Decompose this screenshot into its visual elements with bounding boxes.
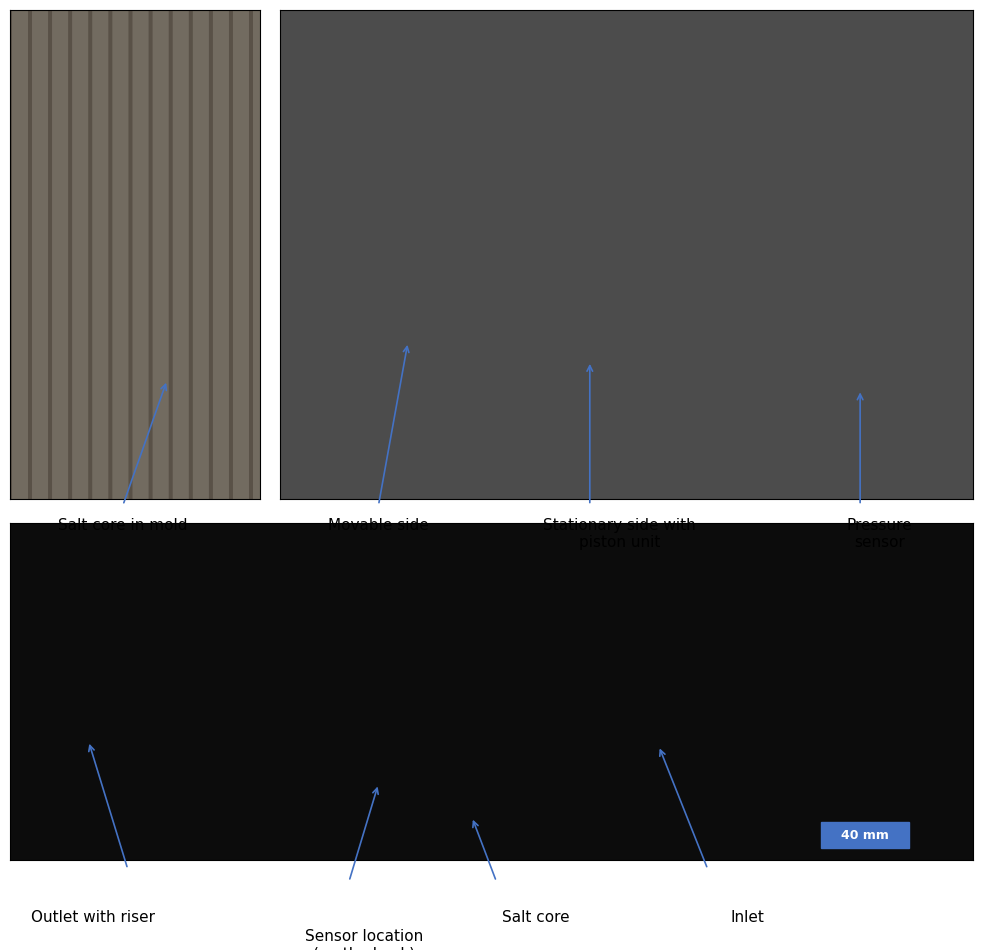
Text: Inlet: Inlet	[730, 910, 764, 925]
Text: Stationary side with
piston unit: Stationary side with piston unit	[543, 518, 696, 550]
Text: Salt core: Salt core	[502, 910, 569, 925]
Text: Pressure
sensor: Pressure sensor	[847, 518, 912, 550]
Text: Sensor location
(on the back): Sensor location (on the back)	[305, 929, 423, 950]
Text: Outlet with riser: Outlet with riser	[31, 910, 155, 925]
Bar	[821, 822, 909, 848]
Text: Salt core in mold: Salt core in mold	[58, 518, 188, 533]
Text: 40 mm: 40 mm	[841, 828, 889, 842]
Text: Movable side: Movable side	[328, 518, 429, 533]
